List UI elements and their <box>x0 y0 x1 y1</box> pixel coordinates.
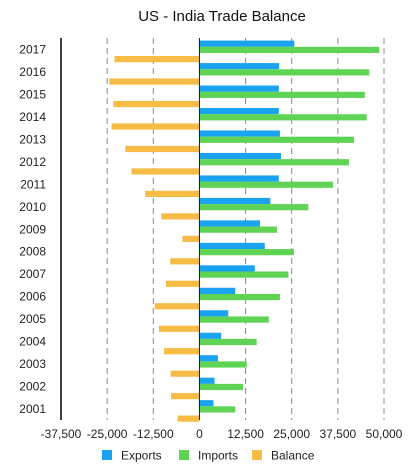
legend-label-balance: Balance <box>271 449 315 463</box>
bar-exports-2001 <box>199 400 214 407</box>
bar-exports-2017 <box>199 40 295 47</box>
y-tick-label: 2016 <box>19 65 46 79</box>
bar-exports-2014 <box>199 108 279 115</box>
y-tick-label: 2005 <box>19 312 46 326</box>
bar-balance-2007 <box>165 280 200 287</box>
bar-exports-2004 <box>199 332 222 339</box>
bar-exports-2016 <box>199 63 280 70</box>
bar-balance-2011 <box>145 190 200 198</box>
bar-exports-2002 <box>199 377 215 384</box>
bar-imports-2012 <box>199 159 349 166</box>
bar-balance-2017 <box>114 56 200 63</box>
bar-imports-2008 <box>199 249 294 256</box>
x-tick-label: -37,500 <box>41 427 82 441</box>
bar-balance-2009 <box>182 235 200 242</box>
bar-balance-2012 <box>131 168 200 175</box>
bars <box>109 40 380 422</box>
bar-exports-2015 <box>199 85 279 92</box>
y-tick-label: 2008 <box>19 245 46 259</box>
y-tick-label: 2017 <box>19 43 46 57</box>
bar-exports-2005 <box>199 310 229 317</box>
bar-balance-2005 <box>158 325 200 332</box>
bar-balance-2006 <box>154 303 200 310</box>
bar-exports-2007 <box>199 265 255 272</box>
bar-imports-2011 <box>199 181 334 188</box>
bar-balance-2004 <box>163 348 200 355</box>
y-tick-label: 2011 <box>20 177 46 191</box>
chart-title: US - India Trade Balance <box>138 8 306 25</box>
bar-balance-2010 <box>161 213 200 220</box>
x-tick-label: 37,500 <box>320 427 357 441</box>
bar-exports-2010 <box>199 197 271 205</box>
x-tick-label: 12,500 <box>227 427 264 441</box>
bar-exports-2012 <box>199 152 282 160</box>
bar-balance-2008 <box>170 258 200 265</box>
bar-imports-2002 <box>199 383 243 391</box>
y-tick-label: 2013 <box>19 132 46 146</box>
bar-exports-2006 <box>199 287 236 294</box>
y-tick-label: 2009 <box>19 222 46 236</box>
x-tick-labels: -37,500 -25,000 -12,500 0 12,500 25,000 37,500… <box>41 427 403 441</box>
bar-balance-2003 <box>170 370 200 377</box>
y-tick-label: 2007 <box>19 267 46 281</box>
x-tick-label: 25,000 <box>273 427 310 441</box>
x-tick-label: 0 <box>196 427 203 441</box>
y-tick-label: 2015 <box>19 87 46 101</box>
y-tick-label: 2002 <box>19 380 46 394</box>
bar-imports-2014 <box>199 114 367 121</box>
bar-imports-2004 <box>199 338 257 346</box>
y-tick-labels: 2017 2016 2015 2014 2013 2012 2011 2010 2009 2008… <box>19 43 46 417</box>
bar-imports-2009 <box>199 226 277 233</box>
y-tick-label: 2001 <box>19 402 46 416</box>
legend-swatch-exports <box>102 450 112 460</box>
bar-imports-2015 <box>199 91 365 98</box>
y-tick-label: 2003 <box>19 357 46 371</box>
bar-balance-2015 <box>113 100 200 108</box>
legend-label-exports: Exports <box>121 449 162 463</box>
bar-imports-2017 <box>199 46 380 53</box>
bar-imports-2001 <box>199 406 236 413</box>
bar-imports-2010 <box>199 204 309 211</box>
legend-swatch-balance <box>252 450 262 460</box>
legend: Exports Imports Balance <box>102 449 315 463</box>
x-tick-label: -25,000 <box>87 427 128 441</box>
legend-label-imports: Imports <box>198 449 238 463</box>
bar-balance-2013 <box>125 145 200 153</box>
y-tick-label: 2012 <box>19 155 46 169</box>
bar-exports-2009 <box>199 220 260 227</box>
y-tick-label: 2010 <box>19 200 46 214</box>
bar-balance-2001 <box>177 415 200 422</box>
bar-exports-2008 <box>199 242 265 250</box>
legend-swatch-imports <box>179 450 189 460</box>
bar-imports-2006 <box>199 293 280 301</box>
x-tick-label: -12,500 <box>133 427 174 441</box>
x-tick-label: 50,000 <box>366 427 403 441</box>
bar-exports-2011 <box>199 175 279 182</box>
bar-imports-2013 <box>199 136 355 143</box>
bar-imports-2005 <box>199 316 269 323</box>
bar-exports-2003 <box>199 355 218 362</box>
bar-imports-2016 <box>199 69 370 76</box>
bar-balance-2014 <box>111 123 200 130</box>
bar-balance-2002 <box>171 393 200 400</box>
bar-imports-2007 <box>199 271 289 278</box>
axes <box>60 38 200 420</box>
y-tick-label: 2014 <box>19 110 46 124</box>
bar-imports-2003 <box>199 361 247 368</box>
bar-balance-2016 <box>109 78 200 85</box>
y-tick-label: 2004 <box>19 335 46 349</box>
bar-exports-2013 <box>199 130 280 137</box>
y-tick-label: 2006 <box>19 290 46 304</box>
